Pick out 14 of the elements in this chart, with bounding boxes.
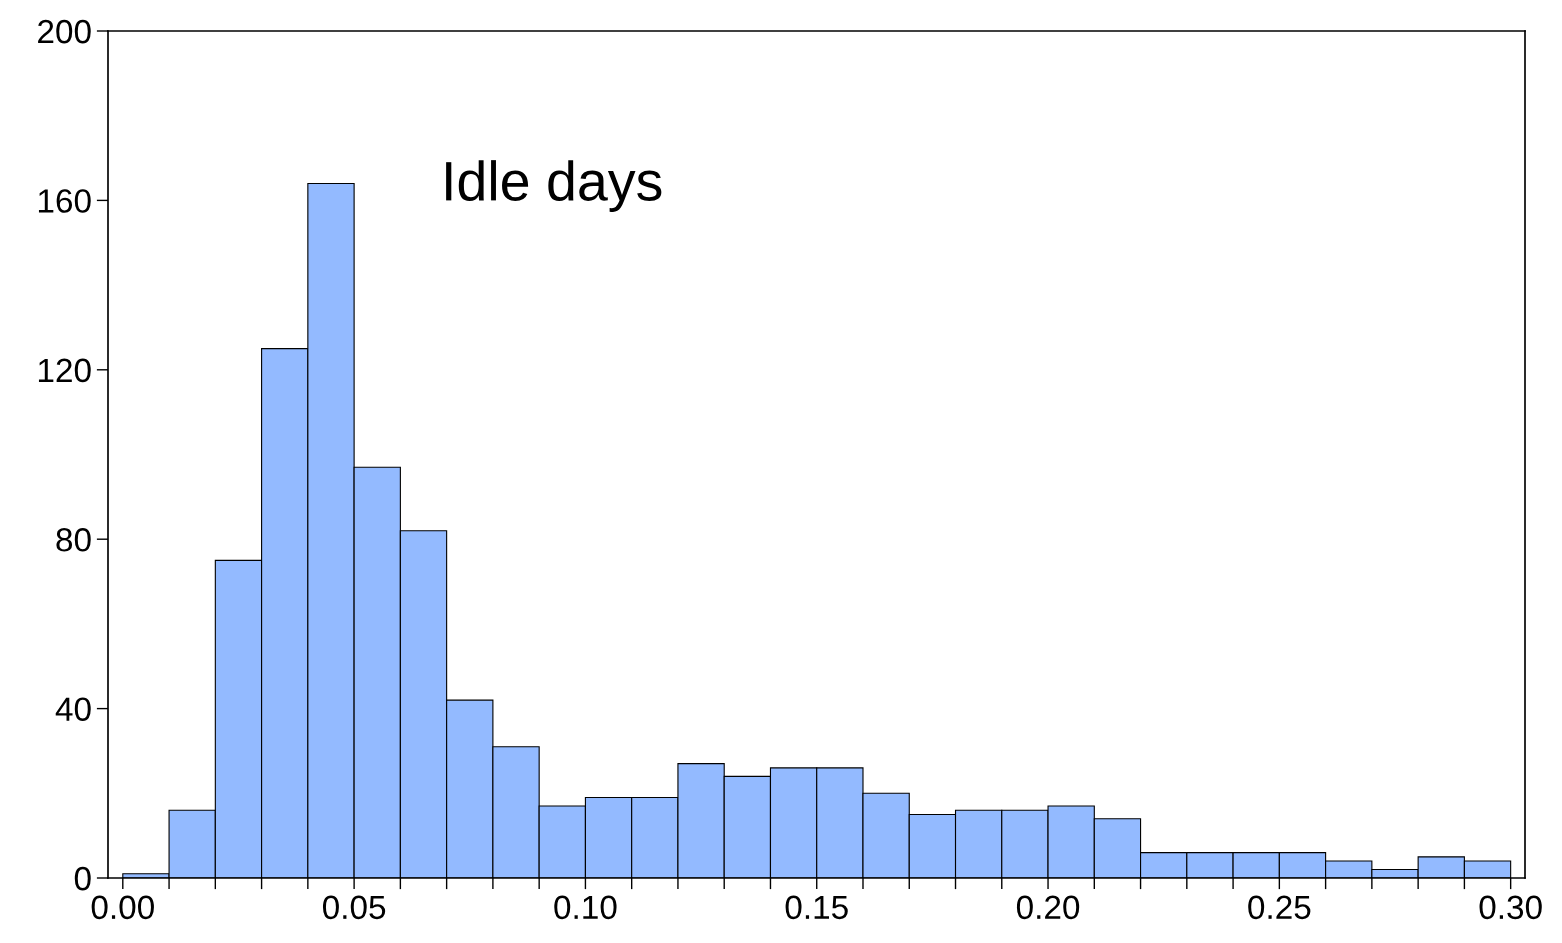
annotation: Idle days [446,160,662,212]
y-tick-label: 120 [38,358,91,383]
x-tick-label: 0.30 [1479,895,1542,920]
x-tick-label: 0.10 [554,895,617,920]
x-tick-label: 0.05 [322,895,386,920]
y-tick-label: 200 [38,19,91,44]
y-tick-label: 40 [55,697,91,722]
x-tick-label: 0.25 [1248,895,1311,920]
y-tick-label: 80 [56,528,91,552]
x-tick-label: 0.20 [1016,895,1080,920]
y-tick-label: 160 [38,189,91,213]
y-tick-label: 0 [74,866,91,891]
x-tick-label: 0.15 [785,895,848,920]
x-tick-label: 0.00 [91,895,154,920]
